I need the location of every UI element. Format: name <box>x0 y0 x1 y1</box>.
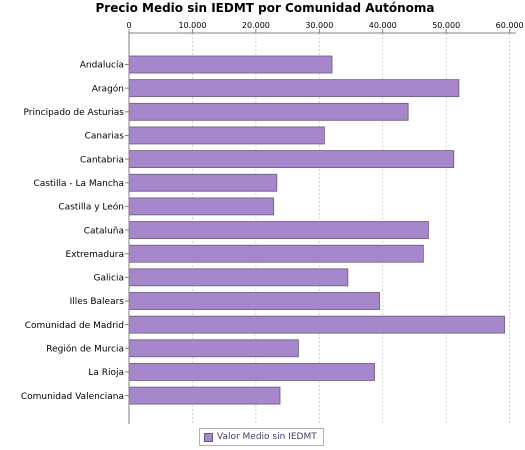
bar <box>128 315 505 334</box>
tick-label: 30.000 <box>305 21 333 30</box>
category-label: Principado de Asturias <box>23 108 124 118</box>
bar <box>128 339 299 358</box>
bar <box>128 292 380 310</box>
bars <box>128 55 505 405</box>
category-label: Castilla y León <box>58 202 124 213</box>
category-label: Cantabria <box>80 155 124 165</box>
category-label: Comunidad Valenciana <box>21 392 124 402</box>
bar <box>128 173 278 192</box>
bar <box>128 197 275 216</box>
grid-lines <box>192 33 511 424</box>
category-label: Galicia <box>94 274 124 284</box>
category-label: Illes Balears <box>70 297 125 307</box>
category-label: Extremadura <box>66 250 125 260</box>
legend-label: Valor Medio sin IEDMT <box>217 432 317 442</box>
bar <box>128 386 281 405</box>
tick-label: 40.000 <box>369 21 397 30</box>
bar <box>128 363 375 381</box>
category-label: La Rioja <box>88 368 124 378</box>
bar <box>128 126 325 145</box>
tick-label: 60.000 <box>496 21 524 30</box>
category-labels: Andalucía Aragón Principado de Asturias Can… <box>21 61 129 402</box>
chart-title: Precio Medio sin IEDMT por Comunidad Aut… <box>96 1 435 15</box>
legend-swatch <box>204 432 213 442</box>
bar <box>128 268 349 287</box>
bar <box>128 244 424 263</box>
x-axis-ticks: 0 10.000 20.000 30.000 40.000 50.000 60.000 <box>126 21 524 33</box>
axes <box>128 32 516 424</box>
tick-label: 10.000 <box>178 21 206 30</box>
category-label: Castilla - La Mancha <box>33 179 124 189</box>
category-label: Región de Murcia <box>46 344 124 355</box>
tick-label: 50.000 <box>432 21 460 30</box>
tick-label: 20.000 <box>242 21 270 30</box>
bar <box>128 102 409 121</box>
category-label: Cataluña <box>84 226 124 236</box>
category-label: Aragón <box>92 83 124 94</box>
category-label: Canarias <box>85 132 125 142</box>
legend: Valor Medio sin IEDMT <box>199 428 324 446</box>
bar <box>128 79 460 98</box>
category-label: Comunidad de Madrid <box>25 321 124 331</box>
bar <box>128 221 429 239</box>
tick-label: 0 <box>126 21 131 30</box>
category-label: Andalucía <box>80 61 124 71</box>
bar <box>128 150 455 169</box>
bar <box>128 55 333 74</box>
